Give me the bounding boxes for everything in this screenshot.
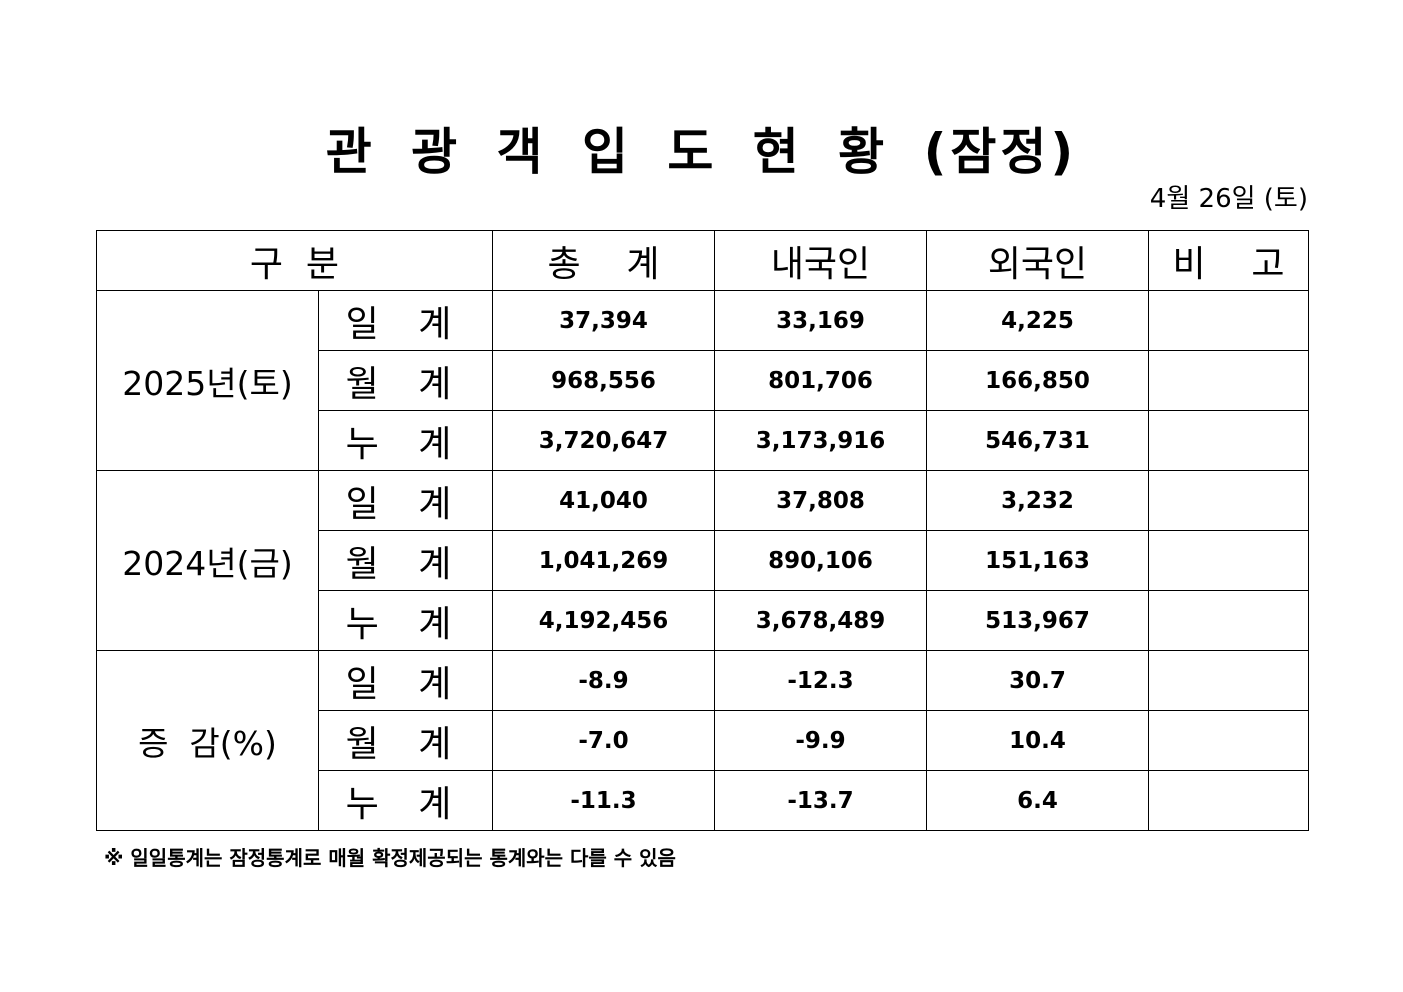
row-label: 일 계: [318, 470, 493, 531]
domestic-cell: 33,169: [714, 290, 927, 351]
total-cell: 37,394: [492, 290, 715, 351]
remarks-cell: [1148, 710, 1309, 771]
domestic-cell: 3,173,916: [714, 410, 927, 471]
total-cell: -7.0: [492, 710, 715, 771]
table-row: 누 계 4,192,456 3,678,489 513,967: [97, 590, 1309, 651]
foreign-cell: 546,731: [926, 410, 1149, 471]
total-cell: -11.3: [492, 770, 715, 831]
remarks-cell: [1148, 410, 1309, 471]
report-date: 4월 26일 (토): [1149, 184, 1308, 214]
row-label: 누 계: [318, 590, 493, 651]
table-row: 월 계 1,041,269 890,106 151,163: [97, 530, 1309, 591]
remarks-cell: [1148, 590, 1309, 651]
table-row: 월 계 -7.0 -9.9 10.4: [97, 710, 1309, 771]
foreign-cell: 166,850: [926, 350, 1149, 411]
group-label: 2024년(금): [96, 470, 319, 651]
group-label: 2025년(토): [96, 290, 319, 471]
domestic-cell: 3,678,489: [714, 590, 927, 651]
remarks-cell: [1148, 290, 1309, 351]
header-total: 총 계: [492, 230, 715, 291]
table-row: 누 계 -11.3 -13.7 6.4: [97, 770, 1309, 831]
domestic-cell: -9.9: [714, 710, 927, 771]
foreign-cell: 151,163: [926, 530, 1149, 591]
row-label: 일 계: [318, 650, 493, 711]
table-row: 2025년(토) 일 계 37,394 33,169 4,225: [96, 290, 1309, 471]
table-row: 2024년(금) 일 계 41,040 37,808 3,232: [96, 470, 1309, 651]
row-label: 누 계: [318, 770, 493, 831]
domestic-cell: -13.7: [714, 770, 927, 831]
total-cell: -8.9: [492, 650, 715, 711]
total-cell: 3,720,647: [492, 410, 715, 471]
domestic-cell: -12.3: [714, 650, 927, 711]
domestic-cell: 801,706: [714, 350, 927, 411]
table-row: 누 계 3,720,647 3,173,916 546,731: [97, 410, 1309, 471]
header-domestic: 내국인: [714, 230, 927, 291]
foreign-cell: 30.7: [926, 650, 1149, 711]
row-label: 일 계: [318, 290, 493, 351]
foreign-cell: 10.4: [926, 710, 1149, 771]
header-remarks: 비 고: [1148, 230, 1309, 291]
tourist-arrivals-table: 구 분 총 계 내국인 외국인 비 고 2025년(토) 일 계 37,394 33,…: [96, 230, 1309, 831]
foreign-cell: 513,967: [926, 590, 1149, 651]
row-label: 월 계: [318, 710, 493, 771]
header-row: 구 분 총 계 내국인 외국인 비 고: [96, 230, 1309, 291]
header-category: 구 분: [96, 230, 493, 291]
header-foreign: 외국인: [926, 230, 1149, 291]
foreign-cell: 4,225: [926, 290, 1149, 351]
group-label: 증 감(%): [96, 650, 319, 831]
foreign-cell: 3,232: [926, 470, 1149, 531]
total-cell: 968,556: [492, 350, 715, 411]
page-title: 관 광 객 입 도 현 황 (잠정): [325, 123, 1078, 181]
row-label: 월 계: [318, 350, 493, 411]
domestic-cell: 890,106: [714, 530, 927, 591]
remarks-cell: [1148, 470, 1309, 531]
total-cell: 41,040: [492, 470, 715, 531]
remarks-cell: [1148, 350, 1309, 411]
row-label: 누 계: [318, 410, 493, 471]
footnote: ※ 일일통계는 잠정통계로 매월 확정제공되는 통계와는 다를 수 있음: [104, 846, 676, 870]
domestic-cell: 37,808: [714, 470, 927, 531]
total-cell: 4,192,456: [492, 590, 715, 651]
remarks-cell: [1148, 650, 1309, 711]
row-label: 월 계: [318, 530, 493, 591]
remarks-cell: [1148, 770, 1309, 831]
total-cell: 1,041,269: [492, 530, 715, 591]
table-row: 증 감(%) 일 계 -8.9 -12.3 30.7: [96, 650, 1309, 831]
foreign-cell: 6.4: [926, 770, 1149, 831]
remarks-cell: [1148, 530, 1309, 591]
